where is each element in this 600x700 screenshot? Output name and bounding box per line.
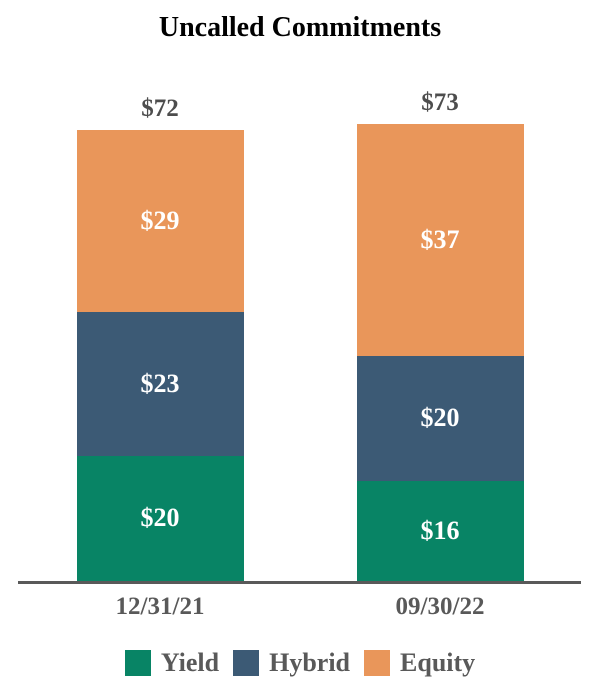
legend-swatch-yield: [124, 650, 151, 676]
legend-item-equity: Equity: [364, 650, 475, 676]
legend-swatch-equity: [364, 650, 391, 676]
bar-segment-equity: $29: [76, 130, 244, 312]
total-label: $73: [421, 89, 459, 117]
bar-segment-yield: $16: [356, 480, 524, 581]
legend-swatch-hybrid: [233, 650, 260, 676]
segment-value-label: $16: [420, 515, 460, 545]
bar-segment-equity: $37: [356, 124, 524, 356]
bar-group-1: $73 $37 $20 $16: [356, 89, 524, 581]
segment-value-label: $20: [420, 403, 460, 433]
legend-label: Equity: [400, 648, 476, 677]
legend-item-hybrid: Hybrid: [233, 650, 350, 676]
x-axis-label: 09/30/22: [395, 593, 485, 620]
legend: Yield Hybrid Equity: [0, 650, 600, 676]
x-axis-line: [18, 581, 581, 584]
bar-segment-hybrid: $23: [76, 311, 244, 456]
bar-segment-yield: $20: [76, 455, 244, 581]
bar-segment-hybrid: $20: [356, 355, 524, 481]
total-label: $72: [141, 95, 179, 123]
legend-label: Yield: [160, 648, 220, 677]
legend-item-yield: Yield: [124, 648, 220, 677]
bar-group-0: $72 $29 $23 $20: [76, 95, 244, 581]
x-axis-label: 12/31/21: [115, 593, 205, 620]
chart-title: Uncalled Commitments: [158, 12, 442, 43]
segment-value-label: $20: [140, 503, 180, 533]
legend-label: Hybrid: [269, 648, 351, 677]
segment-value-label: $37: [420, 224, 460, 254]
segment-value-label: $23: [140, 368, 180, 398]
segment-value-label: $29: [140, 206, 180, 236]
